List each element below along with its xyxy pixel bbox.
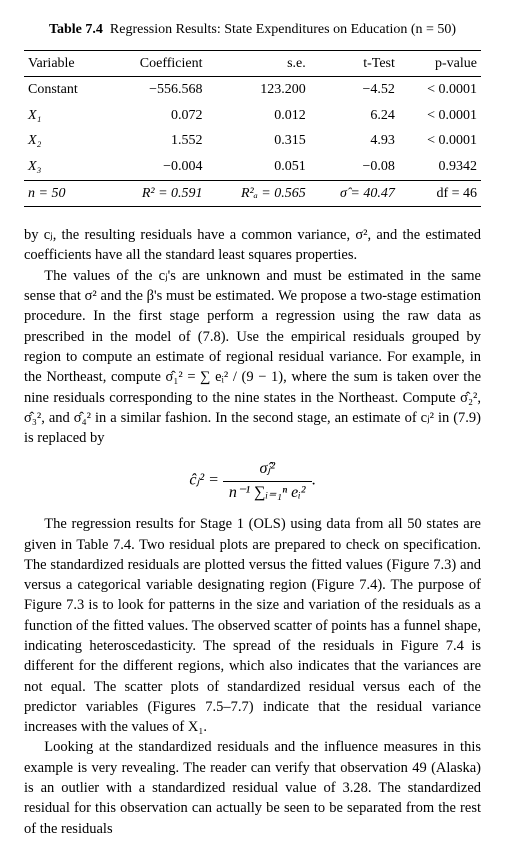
- table-row: X₃ −0.004 0.051 −0.08 0.9342: [24, 154, 481, 180]
- cell-t: −0.08: [310, 154, 399, 180]
- cell-var: X₃: [24, 154, 106, 180]
- cell-se: 0.012: [207, 103, 310, 129]
- regression-table: Variable Coefficient s.e. t-Test p-value…: [24, 50, 481, 208]
- col-se: s.e.: [207, 50, 310, 77]
- cell-se: 0.315: [207, 128, 310, 154]
- paragraph-1: by cⱼ, the resulting residuals have a co…: [24, 225, 481, 266]
- table-row: X₁ 0.072 0.012 6.24 < 0.0001: [24, 103, 481, 129]
- cell-se: 0.051: [207, 154, 310, 180]
- cell-p: < 0.0001: [399, 103, 481, 129]
- col-pvalue: p-value: [399, 50, 481, 77]
- cell-t: −4.52: [310, 77, 399, 103]
- summary-n: n = 50: [24, 180, 106, 207]
- eq-denominator: n⁻¹ ∑ᵢ₌₁ⁿ eᵢ²: [223, 482, 312, 504]
- cell-var: X₁: [24, 103, 106, 129]
- table-row: X₂ 1.552 0.315 4.93 < 0.0001: [24, 128, 481, 154]
- eq-numerator: σ̂ⱼ²: [223, 458, 312, 481]
- paragraph-3: The regression results for Stage 1 (OLS)…: [24, 514, 481, 737]
- summary-df: df = 46: [399, 180, 481, 207]
- cell-var: Constant: [24, 77, 106, 103]
- cell-var: X₂: [24, 128, 106, 154]
- col-ttest: t-Test: [310, 50, 399, 77]
- summary-r2a: R²ₐ = 0.565: [207, 180, 310, 207]
- cell-p: < 0.0001: [399, 77, 481, 103]
- col-variable: Variable: [24, 50, 106, 77]
- eq-tail: .: [312, 472, 316, 489]
- table-label: Table 7.4: [49, 22, 103, 37]
- cell-t: 6.24: [310, 103, 399, 129]
- eq-fraction: σ̂ⱼ² n⁻¹ ∑ᵢ₌₁ⁿ eᵢ²: [223, 458, 312, 504]
- summary-r2: R² = 0.591: [106, 180, 206, 207]
- table-row: Constant −556.568 123.200 −4.52 < 0.0001: [24, 77, 481, 103]
- cell-t: 4.93: [310, 128, 399, 154]
- cell-p: 0.9342: [399, 154, 481, 180]
- cell-p: < 0.0001: [399, 128, 481, 154]
- eq-lhs: ĉⱼ² =: [189, 472, 219, 489]
- paragraph-2: The values of the cⱼ's are unknown and m…: [24, 266, 481, 449]
- equation-c-hat: ĉⱼ² = σ̂ⱼ² n⁻¹ ∑ᵢ₌₁ⁿ eᵢ² .: [24, 458, 481, 504]
- table-title: Regression Results: State Expenditures o…: [110, 22, 456, 37]
- col-coefficient: Coefficient: [106, 50, 206, 77]
- cell-coef: 0.072: [106, 103, 206, 129]
- cell-coef: 1.552: [106, 128, 206, 154]
- cell-coef: −0.004: [106, 154, 206, 180]
- cell-se: 123.200: [207, 77, 310, 103]
- header-row: Variable Coefficient s.e. t-Test p-value: [24, 50, 481, 77]
- table-caption: Table 7.4 Regression Results: State Expe…: [24, 20, 481, 40]
- summary-sigma: σ̂ = 40.47: [310, 180, 399, 207]
- cell-coef: −556.568: [106, 77, 206, 103]
- paragraph-4: Looking at the standardized residuals an…: [24, 737, 481, 838]
- summary-row: n = 50 R² = 0.591 R²ₐ = 0.565 σ̂ = 40.47…: [24, 180, 481, 207]
